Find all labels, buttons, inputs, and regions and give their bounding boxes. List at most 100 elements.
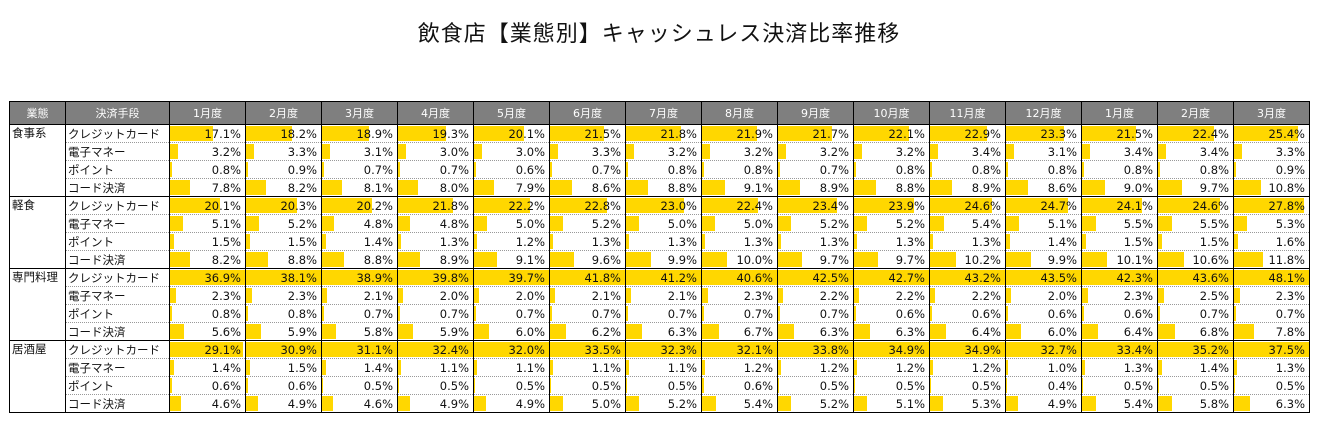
value-text: 5.2% — [895, 216, 925, 231]
value-text: 1.3% — [667, 234, 697, 249]
value-cell: 32.7% — [1005, 340, 1082, 359]
value-text: 3.3% — [287, 144, 317, 159]
value-cell: 9.6% — [549, 250, 626, 269]
value-text: 4.6% — [363, 396, 393, 411]
value-cell: 0.5% — [777, 376, 854, 395]
value-cell: 8.0% — [397, 178, 474, 197]
value-text: 4.9% — [515, 396, 545, 411]
table-row: 電子マネー 5.1% 5.2% 4.8% 4.8% 5.0% 5.2% 5.0% 5.0% 5.2… — [10, 214, 1310, 233]
cashless-ratio-table: 業態 決済手段 1月度 2月度 3月度 4月度 5月度 6月度 7月度 8月度 9月度 10月度 1… — [9, 101, 1310, 413]
data-bar — [550, 396, 563, 411]
category-cell: 軽食 — [9, 196, 66, 269]
data-bar — [474, 306, 476, 321]
method-cell: クレジットカード — [65, 124, 170, 143]
value-cell: 5.0% — [625, 214, 702, 233]
data-bar — [474, 252, 497, 267]
data-bar — [1158, 342, 1233, 357]
method-cell: クレジットカード — [65, 196, 170, 215]
data-bar — [778, 162, 780, 177]
value-text: 0.7% — [667, 306, 697, 321]
data-bar — [322, 396, 334, 411]
value-text: 0.7% — [1275, 306, 1305, 321]
value-cell: 5.2% — [549, 214, 626, 233]
value-text: 6.3% — [667, 324, 697, 339]
value-text: 4.9% — [287, 396, 317, 411]
value-cell: 4.9% — [473, 394, 550, 413]
value-text: 0.5% — [1275, 378, 1305, 393]
value-text: 7.8% — [1275, 324, 1305, 339]
value-cell: 38.9% — [321, 268, 398, 287]
value-cell: 4.9% — [397, 394, 474, 413]
data-bar — [170, 342, 243, 357]
value-text: 9.1% — [743, 180, 773, 195]
category-cell: 居酒屋 — [9, 340, 66, 413]
value-cell: 1.2% — [777, 358, 854, 377]
value-cell: 1.1% — [397, 358, 474, 377]
data-bar — [1234, 198, 1304, 213]
value-text: 9.7% — [895, 252, 925, 267]
value-text: 22.1% — [888, 126, 925, 141]
data-bar — [854, 396, 867, 411]
data-bar — [550, 180, 572, 195]
value-cell: 7.8% — [169, 178, 246, 197]
value-text: 4.9% — [1047, 396, 1077, 411]
value-text: 5.8% — [363, 324, 393, 339]
data-bar — [1006, 270, 1081, 285]
data-bar — [170, 324, 185, 339]
data-bar — [322, 162, 324, 177]
data-bar — [778, 396, 791, 411]
data-bar — [170, 252, 191, 267]
data-bar — [854, 180, 876, 195]
data-bar — [626, 252, 651, 267]
value-cell: 32.3% — [625, 340, 702, 359]
value-text: 1.2% — [819, 360, 849, 375]
value-cell: 0.5% — [1081, 376, 1158, 395]
value-text: 22.8% — [584, 198, 621, 213]
value-text: 3.4% — [1123, 144, 1153, 159]
header-month: 2月度 — [1157, 101, 1234, 125]
value-cell: 5.6% — [169, 322, 246, 341]
value-text: 43.6% — [1192, 270, 1229, 285]
value-text: 42.7% — [888, 270, 925, 285]
value-text: 3.0% — [439, 144, 469, 159]
value-text: 0.7% — [515, 306, 545, 321]
value-cell: 1.3% — [549, 232, 626, 251]
value-cell: 1.2% — [853, 358, 930, 377]
data-bar — [930, 252, 956, 267]
data-bar — [626, 288, 632, 303]
value-text: 35.2% — [1192, 342, 1229, 357]
data-bar — [246, 306, 249, 321]
value-cell: 0.7% — [473, 304, 550, 323]
value-text: 34.9% — [964, 342, 1001, 357]
value-text: 43.2% — [964, 270, 1001, 285]
value-text: 9.9% — [1047, 252, 1077, 267]
value-cell: 20.1% — [169, 196, 246, 215]
category-cell: 専門料理 — [9, 268, 66, 341]
value-text: 3.2% — [895, 144, 925, 159]
value-text: 9.7% — [819, 252, 849, 267]
data-bar — [1006, 180, 1028, 195]
data-bar — [322, 126, 370, 141]
value-cell: 1.2% — [929, 358, 1006, 377]
value-text: 21.9% — [736, 126, 773, 141]
data-bar — [930, 396, 944, 411]
value-cell: 1.3% — [1233, 358, 1310, 377]
value-text: 5.0% — [515, 216, 545, 231]
value-text: 29.1% — [204, 342, 241, 357]
value-cell: 1.3% — [853, 232, 930, 251]
value-cell: 0.8% — [701, 160, 778, 179]
value-text: 1.3% — [1275, 360, 1305, 375]
data-bar — [930, 306, 932, 321]
table-row: 居酒屋 クレジットカード 29.1% 30.9% 31.1% 32.4% 32.0% 33.5… — [9, 340, 1310, 413]
value-text: 22.2% — [508, 198, 545, 213]
value-text: 3.2% — [211, 144, 241, 159]
value-cell: 1.3% — [1081, 358, 1158, 377]
value-cell: 5.4% — [1081, 394, 1158, 413]
value-text: 23.3% — [1040, 126, 1077, 141]
data-bar — [1082, 144, 1091, 159]
data-bar — [474, 126, 525, 141]
value-text: 0.7% — [743, 306, 773, 321]
value-text: 0.5% — [895, 378, 925, 393]
value-text: 22.4% — [1192, 126, 1229, 141]
value-cell: 42.7% — [853, 268, 930, 287]
